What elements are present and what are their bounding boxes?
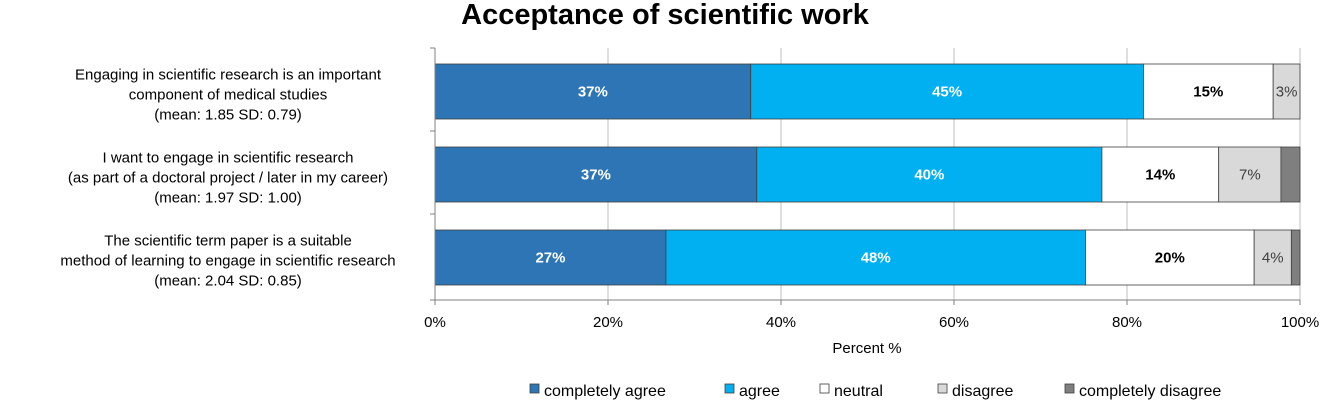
- category-label-line: (mean: 1.97 SD: 1.00): [154, 190, 302, 207]
- bar-segment: [756, 146, 1103, 203]
- data-label: 37%: [581, 167, 611, 184]
- bar-segment: [1290, 229, 1301, 286]
- category-label-line: (mean: 1.85 SD: 0.79): [154, 107, 302, 124]
- category-label-line: component of medical studies: [129, 87, 327, 104]
- x-axis: 0% 20% 40% 60% 80% 100%: [424, 47, 1319, 331]
- data-label: 14%: [1145, 167, 1175, 184]
- data-label: 3%: [1276, 84, 1298, 101]
- legend-label: disagree: [952, 383, 1013, 400]
- data-label: 40%: [914, 167, 944, 184]
- bar-segment: [1218, 146, 1282, 203]
- data-label: 45%: [932, 84, 962, 101]
- chart-title: Acceptance of scientific work: [461, 0, 870, 31]
- x-tick-label: 60%: [939, 314, 969, 331]
- data-label: 48%: [861, 250, 891, 267]
- category-label-line: (mean: 2.04 SD: 0.85): [154, 273, 302, 290]
- bars: 37% 45% 15% 3% 37% 40% 14% 7% 27% 48% 20% 4%: [434, 63, 1301, 286]
- legend-label: agree: [739, 383, 780, 400]
- bar-segment: [665, 229, 1086, 286]
- legend: completely agree agree neutral disagree comp…: [529, 383, 1221, 400]
- x-tick-label: 40%: [766, 314, 796, 331]
- x-tick-label: 20%: [593, 314, 623, 331]
- bar-segment: [1253, 229, 1292, 286]
- data-label: 7%: [1239, 167, 1261, 184]
- category-labels: Engaging in scientific research is an im…: [60, 67, 395, 290]
- data-label: 15%: [1193, 84, 1223, 101]
- bar-segment: [1101, 146, 1220, 203]
- bar-segment: [1085, 229, 1255, 286]
- legend-label: completely agree: [544, 383, 666, 400]
- bar-segment: [1272, 63, 1301, 120]
- legend-swatch: [724, 383, 735, 394]
- legend-label: completely disagree: [1079, 383, 1221, 400]
- bar-segment: [434, 63, 752, 120]
- bar-segment: [1280, 146, 1301, 203]
- category-label-line: The scientific term paper is a suitable: [104, 233, 352, 250]
- data-label: 27%: [535, 250, 565, 267]
- legend-swatch: [819, 383, 830, 394]
- bar-segment: [434, 146, 758, 203]
- bar-segment: [434, 229, 667, 286]
- legend-label: neutral: [834, 383, 883, 400]
- data-label: 37%: [578, 84, 608, 101]
- category-label-line: method of learning to engage in scientif…: [60, 253, 395, 270]
- category-label-line: (as part of a doctoral project / later i…: [68, 170, 388, 187]
- legend-swatch: [529, 383, 540, 394]
- data-label: 20%: [1155, 250, 1185, 267]
- x-tick-label: 100%: [1281, 314, 1319, 331]
- data-label: 4%: [1262, 250, 1284, 267]
- x-tick-label: 0%: [424, 314, 446, 331]
- x-axis-label: Percent %: [832, 340, 901, 357]
- x-tick-label: 80%: [1112, 314, 1142, 331]
- category-label-line: Engaging in scientific research is an im…: [75, 67, 382, 84]
- category-label-line: I want to engage in scientific research: [103, 150, 354, 167]
- legend-swatch: [937, 383, 948, 394]
- legend-swatch: [1064, 383, 1075, 394]
